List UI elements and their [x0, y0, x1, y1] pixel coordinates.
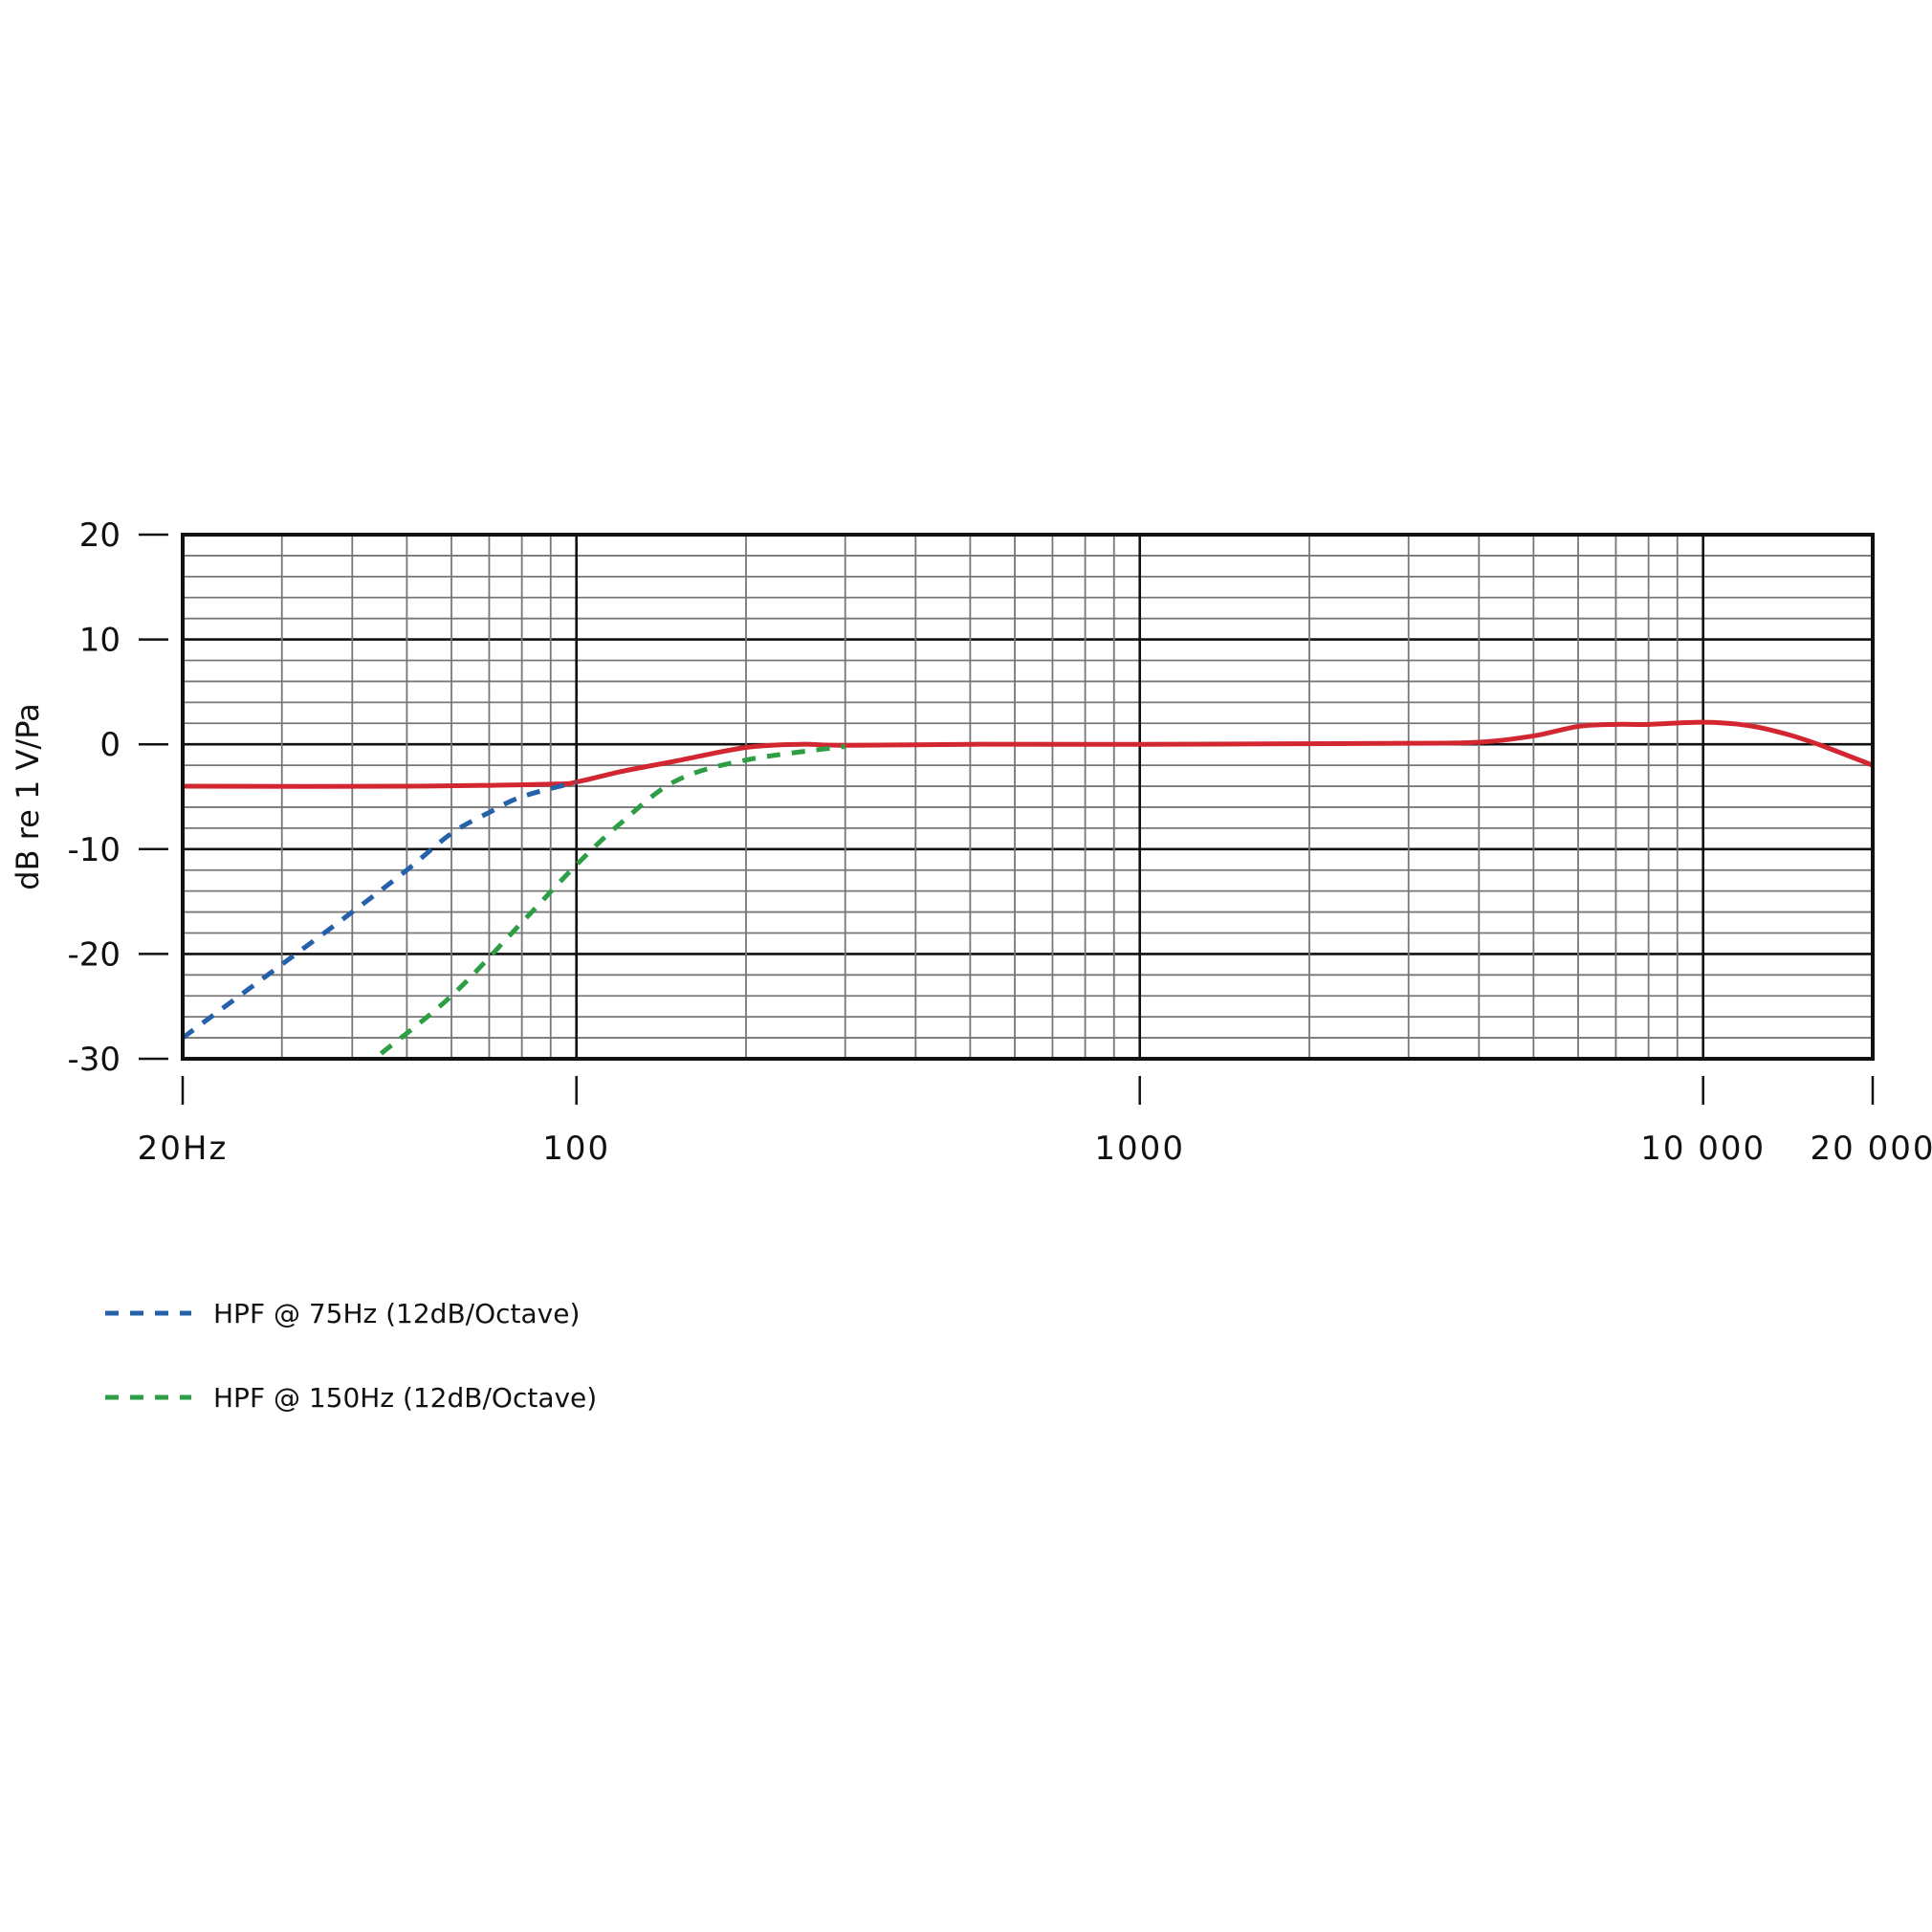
hpf-curve-2 — [379, 743, 846, 1056]
plot-frame — [181, 533, 1875, 1061]
x-tick-label: 100 — [542, 1130, 610, 1168]
x-tick-label: 1000 — [1094, 1130, 1185, 1168]
y-tick-label: -30 — [67, 1041, 121, 1079]
y-tick-label: 10 — [79, 622, 121, 660]
grid — [182, 533, 1874, 1061]
x-tick-label: 20 000 — [1811, 1130, 1932, 1168]
legend-label: HPF @ 150Hz (12dB/Octave) — [213, 1382, 597, 1414]
y-tick-label: 0 — [99, 726, 121, 764]
legend: HPF @ 75Hz (12dB/Octave) HPF @ 150Hz (12d… — [105, 1298, 597, 1414]
response-curve — [182, 719, 1874, 789]
hpf-curve-1 — [181, 779, 578, 1041]
y-axis-label: dB re 1 V/Pa — [10, 703, 46, 889]
x-tick-label: 20Hz — [138, 1130, 229, 1168]
x-tick-label: 10 000 — [1640, 1130, 1766, 1168]
legend-label: HPF @ 75Hz (12dB/Octave) — [213, 1298, 580, 1329]
series-group — [181, 719, 1874, 1056]
y-tick-label: -10 — [67, 831, 121, 869]
y-tick-label: -20 — [67, 935, 121, 974]
y-tick-label: 20 — [79, 516, 121, 555]
